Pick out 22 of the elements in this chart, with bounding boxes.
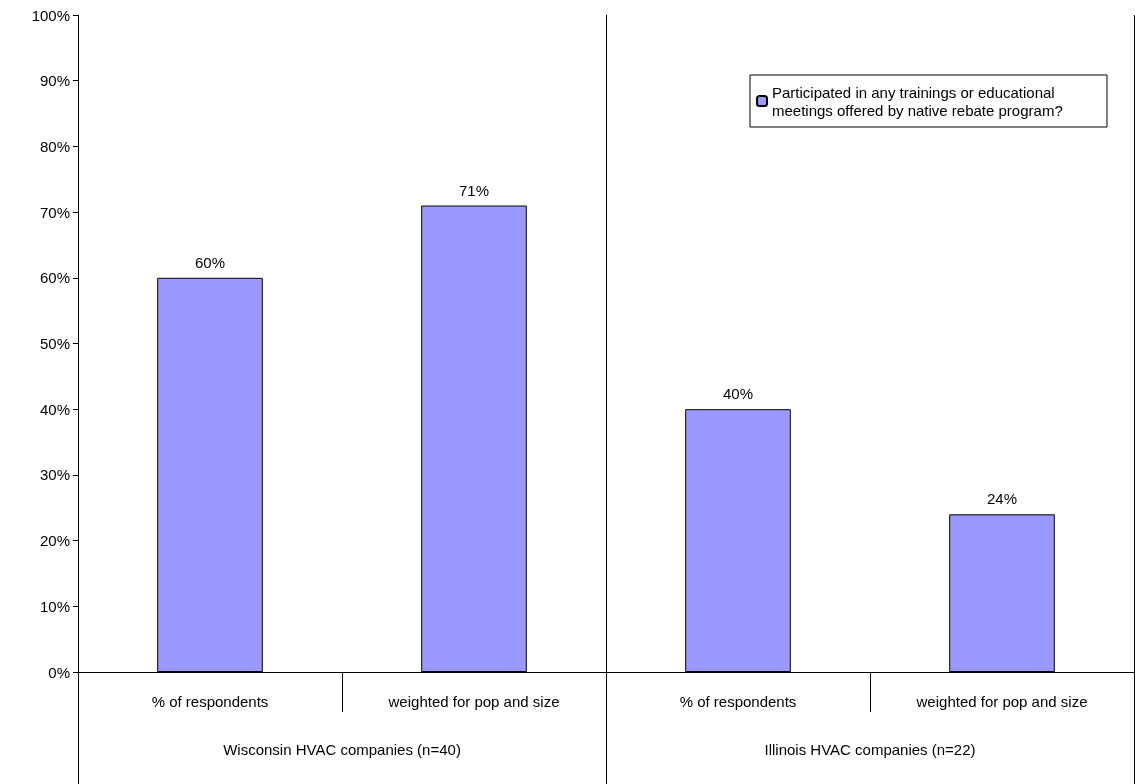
x-tick-label: % of respondents [151,693,269,710]
y-tick-label: 90% [39,72,70,90]
y-tick-label: 100% [31,6,70,24]
text: Wisconsin HVAC companies (n=40) [223,741,461,758]
data-label: 71% [458,181,490,199]
x-tick-label: % of respondents [679,693,797,710]
x-tick-label: weighted for pop and size [915,693,1088,710]
y-tick-label: 20% [39,532,70,550]
y-tick-label: 0% [48,663,70,681]
y-tick-label: 30% [39,466,70,484]
text: Illinois HVAC companies (n=22) [764,741,976,758]
legend-label: Participated in any trainings or educational meetings offered by native rebate program? [772,83,1063,119]
y-tick-label: 70% [39,203,70,221]
y-tick-label: 10% [39,597,70,615]
data-label: 60% [194,253,226,271]
data-label: 40% [722,385,754,403]
data-label: 24% [986,490,1018,508]
y-tick-label: 60% [39,269,70,287]
y-tick-label: 50% [39,335,70,352]
x-tick-label: weighted for pop and size [387,693,560,710]
y-tick-label: 40% [39,400,70,418]
y-tick-label: 80% [39,137,70,155]
